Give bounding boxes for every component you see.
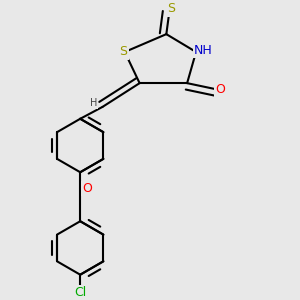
Text: S: S: [167, 2, 175, 15]
Text: O: O: [216, 82, 226, 96]
Text: S: S: [119, 46, 127, 59]
Text: O: O: [83, 182, 93, 195]
Text: Cl: Cl: [74, 286, 86, 299]
Text: NH: NH: [194, 44, 213, 57]
Text: H: H: [90, 98, 97, 108]
